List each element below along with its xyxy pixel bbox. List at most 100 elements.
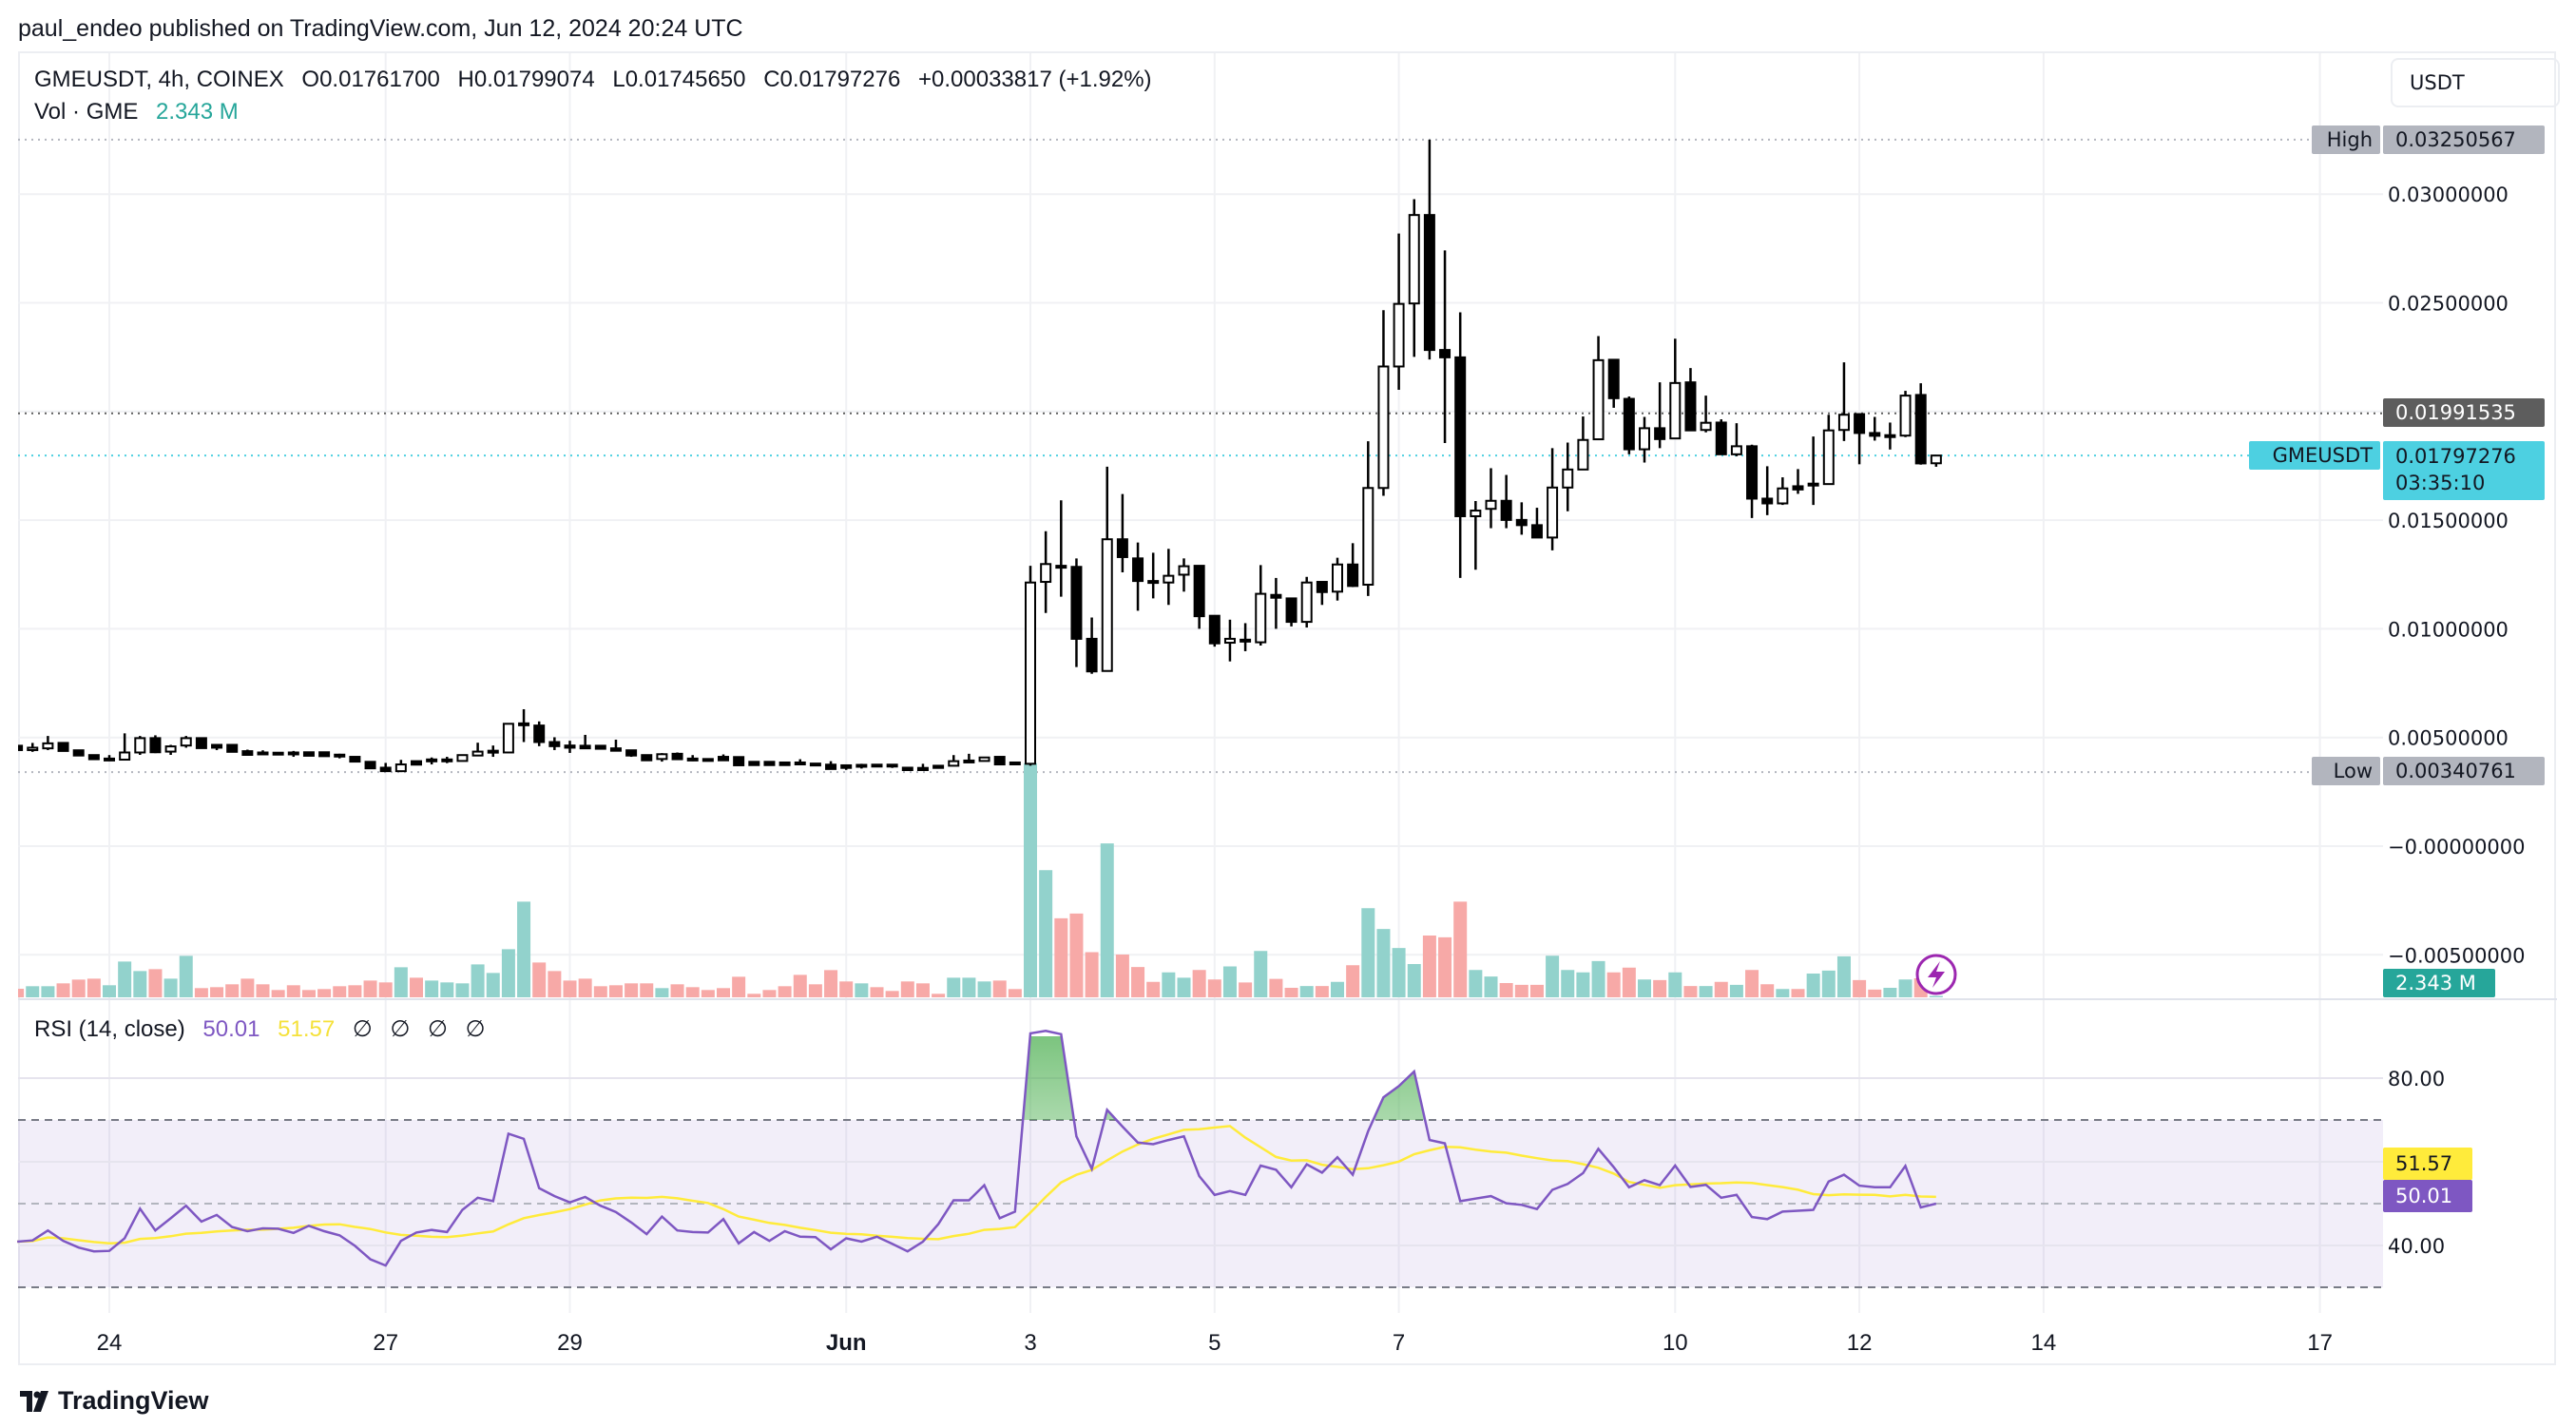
volume-legend-label[interactable]: Vol · GME: [34, 99, 139, 125]
candle-body: [748, 761, 760, 766]
candle-body: [287, 751, 299, 756]
volume-bar: [1299, 986, 1314, 997]
volume-bar: [839, 981, 854, 997]
time-axis-label: 29: [557, 1330, 583, 1356]
candle: [733, 756, 745, 766]
candle: [1715, 419, 1727, 455]
volume-bar: [1361, 908, 1375, 997]
candle-body: [1607, 358, 1620, 399]
candle-body: [1178, 565, 1190, 576]
price-axis-label: 0.00500000: [2388, 727, 2509, 750]
candle: [1193, 565, 1205, 629]
price-axis-label: 0.01500000: [2388, 510, 2509, 532]
rsi-value: 50.01: [202, 1016, 260, 1042]
candle-body: [1454, 356, 1467, 517]
tradingview-logo[interactable]: TradingView: [20, 1386, 209, 1416]
time-axis-label: 27: [373, 1330, 398, 1356]
candle-body: [180, 737, 192, 747]
tradingview-logo-icon: [20, 1390, 48, 1412]
candle: [579, 734, 591, 750]
candle-body: [533, 724, 546, 743]
candle: [1639, 416, 1650, 463]
volume-bar: [103, 985, 116, 997]
candle: [533, 721, 546, 746]
candle: [487, 745, 499, 758]
candle-body: [855, 763, 868, 768]
candle-body: [963, 759, 975, 763]
candle-body: [1730, 445, 1742, 455]
volume-bar: [87, 978, 101, 997]
volume-bar: [1269, 978, 1283, 997]
volume-bar: [1346, 965, 1360, 997]
candle-body: [1208, 614, 1221, 645]
volume-bar: [1806, 974, 1820, 997]
candle: [656, 753, 668, 762]
candle: [594, 744, 606, 750]
candle: [1854, 413, 1866, 465]
lightning-icon: [1915, 954, 1957, 995]
volume-bar: [563, 980, 577, 997]
volume-bar: [1929, 995, 1943, 997]
volume-bar: [1745, 970, 1759, 997]
candle-body: [594, 744, 606, 750]
candle: [978, 756, 990, 762]
volume-bar: [348, 985, 362, 997]
volume-bar: [532, 962, 547, 997]
volume-bar: [1653, 979, 1667, 997]
candle-body: [502, 723, 514, 754]
candle-body: [1439, 349, 1451, 358]
candle-body: [1300, 581, 1313, 624]
volume-bar: [1315, 986, 1329, 997]
volume-bar: [163, 978, 178, 997]
candle-body: [1009, 761, 1021, 765]
candle-body: [779, 761, 791, 766]
currency-button[interactable]: USDT: [2391, 58, 2560, 107]
candle-body: [625, 749, 638, 757]
candle: [1654, 382, 1666, 449]
volume-bar: [363, 980, 377, 997]
candle-body: [441, 758, 453, 762]
candle-body: [656, 753, 668, 761]
volume-bar: [1638, 979, 1651, 997]
candle-body: [1132, 557, 1144, 583]
candle: [1025, 566, 1036, 766]
candle-body: [1147, 580, 1160, 585]
candle: [1223, 619, 1236, 662]
candle: [1316, 581, 1328, 606]
candle: [825, 761, 837, 770]
volume-bar: [1499, 983, 1513, 997]
volume-bar: [778, 986, 792, 997]
volume-bar: [1115, 955, 1129, 997]
candle-body: [1163, 574, 1175, 584]
candle: [1914, 383, 1927, 465]
volume-bar: [900, 981, 914, 997]
candle: [1623, 396, 1635, 454]
candle: [1684, 368, 1697, 432]
candle: [318, 751, 331, 758]
legend-symbol[interactable]: GMEUSDT, 4h, COINEX: [34, 67, 284, 92]
candle: [241, 749, 254, 756]
volume-bar: [655, 988, 669, 997]
candle: [411, 760, 422, 766]
candle-body: [733, 756, 745, 766]
candle: [1899, 391, 1912, 437]
volume-bar: [240, 978, 255, 997]
volume-bar: [717, 988, 730, 997]
volume-bar: [1453, 901, 1468, 997]
candle-body: [886, 763, 898, 768]
volume-bar: [1714, 981, 1728, 997]
candle-body: [487, 749, 499, 754]
candle-body: [1577, 438, 1589, 471]
candle-body: [1639, 427, 1650, 451]
candle: [702, 758, 714, 762]
candle: [932, 764, 945, 769]
last-price: 0.01797276: [2395, 445, 2516, 468]
rsi-legend: RSI (14, close) 50.01 51.57 ∅ ∅ ∅ ∅: [34, 1015, 497, 1043]
candle: [901, 766, 913, 771]
candle: [211, 743, 223, 750]
rsi-title[interactable]: RSI (14, close): [34, 1016, 185, 1042]
rsi-line: [17, 1030, 1937, 1267]
candle: [1255, 565, 1267, 646]
time-axis-label: 17: [2307, 1330, 2333, 1356]
